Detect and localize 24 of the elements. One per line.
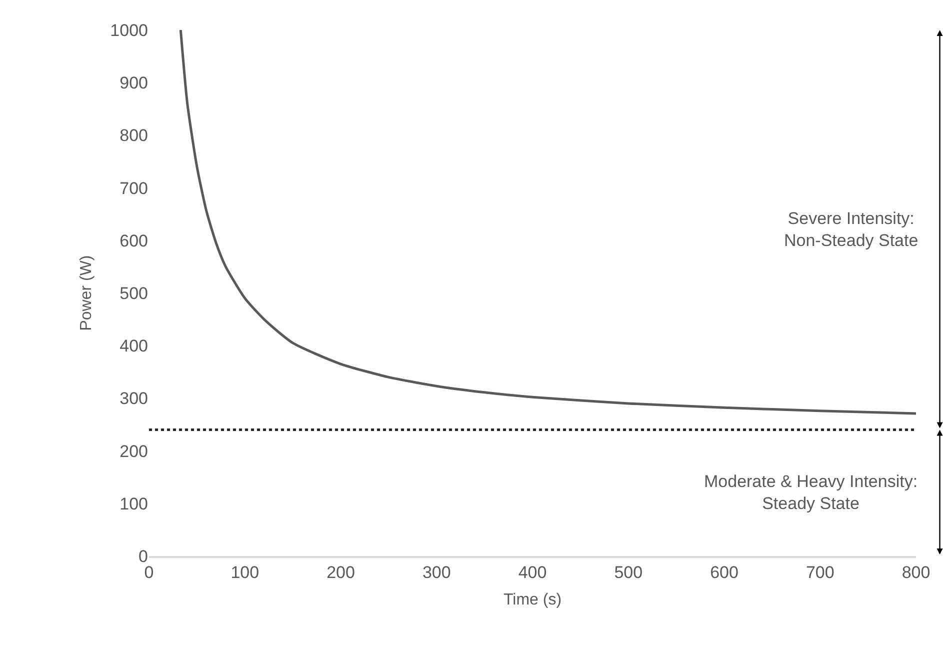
annotation: Severe Intensity: Non-Steady State: [784, 209, 918, 250]
y-axis-title: Power (W): [78, 255, 96, 331]
x-tick-label: 800: [902, 563, 930, 582]
y-tick-label: 400: [120, 336, 148, 356]
annotation: Moderate & Heavy Intensity: Steady State: [704, 472, 918, 514]
y-tick-label: 100: [120, 494, 148, 514]
line-series: [179, 30, 916, 415]
x-tick-label: 300: [422, 563, 451, 582]
y-tick-label: 600: [120, 231, 148, 250]
y-tick-label: 1000: [110, 20, 148, 40]
x-tick-label: 200: [326, 563, 355, 582]
y-tick-label: 300: [120, 389, 148, 408]
y-tick-label: 800: [120, 126, 148, 146]
x-tick-label: 400: [518, 563, 547, 582]
y-tick-label: 700: [120, 178, 148, 198]
y-tick-label: 500: [120, 284, 148, 303]
x-tick-label: 700: [806, 563, 834, 582]
x-tick-label: 500: [614, 563, 643, 582]
x-axis-title: Time (s): [503, 591, 562, 608]
y-tick-label: 0: [138, 546, 148, 566]
y-tick-label: 900: [120, 74, 148, 93]
x-tick-label: 100: [230, 563, 260, 582]
x-tick-label: 600: [710, 563, 738, 582]
y-tick-label: 200: [120, 442, 148, 461]
